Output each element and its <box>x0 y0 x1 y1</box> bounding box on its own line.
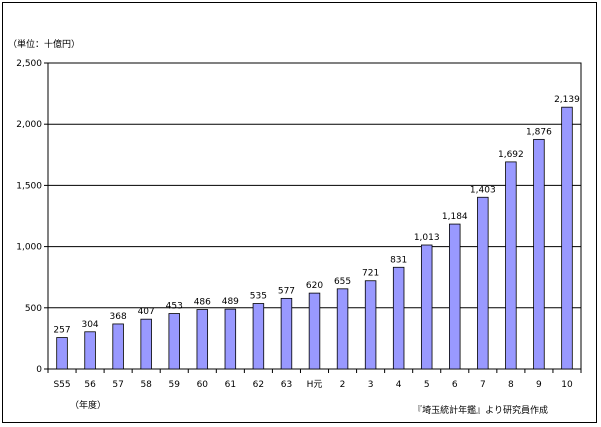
bar <box>533 138 545 370</box>
x-tick-label: 8 <box>508 380 514 390</box>
data-label: 1,403 <box>470 185 496 195</box>
data-label: 655 <box>334 277 351 287</box>
y-tick-label: 500 <box>25 304 42 314</box>
x-tick-label: 4 <box>396 380 402 390</box>
x-tick-label: 10 <box>561 380 573 390</box>
bar <box>224 308 237 370</box>
data-label: 577 <box>278 286 295 296</box>
bar <box>336 288 349 370</box>
y-tick-label: 1,000 <box>16 243 42 253</box>
x-tick-label: 9 <box>536 380 542 390</box>
y-tick-label: 2,500 <box>16 59 42 69</box>
data-label: 831 <box>390 255 407 265</box>
x-axis-label: （年度） <box>70 399 106 411</box>
data-label: 1,013 <box>414 233 440 243</box>
data-label: 486 <box>194 298 211 308</box>
x-tick-label: 57 <box>112 380 123 390</box>
x-tick-label: 7 <box>480 380 486 390</box>
x-tick-label: 58 <box>140 380 152 390</box>
data-label: 368 <box>110 312 127 322</box>
bar <box>364 280 377 370</box>
bar <box>252 303 265 370</box>
chart-frame <box>2 2 597 423</box>
bars: 257 304 368 407 453 486 489 535 577 620 655 721 831 1… <box>53 95 580 370</box>
x-tick-label: 5 <box>424 380 430 390</box>
y-tick-label: 1,500 <box>16 181 42 191</box>
bar <box>168 313 180 370</box>
bar <box>196 309 209 370</box>
source-note: 『埼玉統計年鑑』より研究員作成 <box>413 404 548 416</box>
x-axis-ticks: S55 56 57 58 59 60 61 62 63 H元 2 3 4 5 6 7 8 9 10 <box>47 369 582 390</box>
x-tick-label: 61 <box>225 380 236 390</box>
bar <box>505 161 517 370</box>
y-axis-ticks: 0 500 1,000 1,500 2,000 2,500 <box>16 59 48 375</box>
y-tick-label: 2,000 <box>16 120 42 130</box>
bar <box>112 323 124 370</box>
bar <box>392 266 405 370</box>
unit-label: （単位：十億円） <box>8 38 80 50</box>
x-tick-label: 6 <box>452 380 458 390</box>
x-tick-label: 60 <box>197 380 209 390</box>
bar <box>561 106 573 370</box>
bar <box>140 318 152 370</box>
x-tick-label: 56 <box>84 380 96 390</box>
x-tick-label: 62 <box>253 380 264 390</box>
data-label: 453 <box>166 302 183 312</box>
bar <box>449 223 461 370</box>
bar <box>477 196 489 370</box>
x-tick-label: 63 <box>281 380 292 390</box>
data-label: 535 <box>250 292 267 302</box>
x-tick-label: 3 <box>368 380 374 390</box>
bar <box>280 297 293 370</box>
data-label: 2,139 <box>554 95 580 105</box>
x-tick-label: S55 <box>53 380 70 390</box>
bar <box>420 244 433 370</box>
bar <box>308 292 321 370</box>
data-label: 721 <box>362 269 379 279</box>
data-label: 304 <box>81 320 98 330</box>
bar <box>56 337 68 370</box>
bar <box>84 331 96 370</box>
x-tick-label: H元 <box>307 380 323 390</box>
x-tick-label: 2 <box>340 380 346 390</box>
data-label: 1,184 <box>442 212 468 222</box>
data-label: 257 <box>53 326 70 336</box>
data-label: 489 <box>222 297 239 307</box>
y-tick-label: 0 <box>36 365 42 375</box>
data-label: 407 <box>138 307 155 317</box>
data-label: 1,876 <box>526 127 552 137</box>
x-tick-label: 59 <box>169 380 181 390</box>
data-label: 1,692 <box>498 150 524 160</box>
data-label: 620 <box>306 281 323 291</box>
